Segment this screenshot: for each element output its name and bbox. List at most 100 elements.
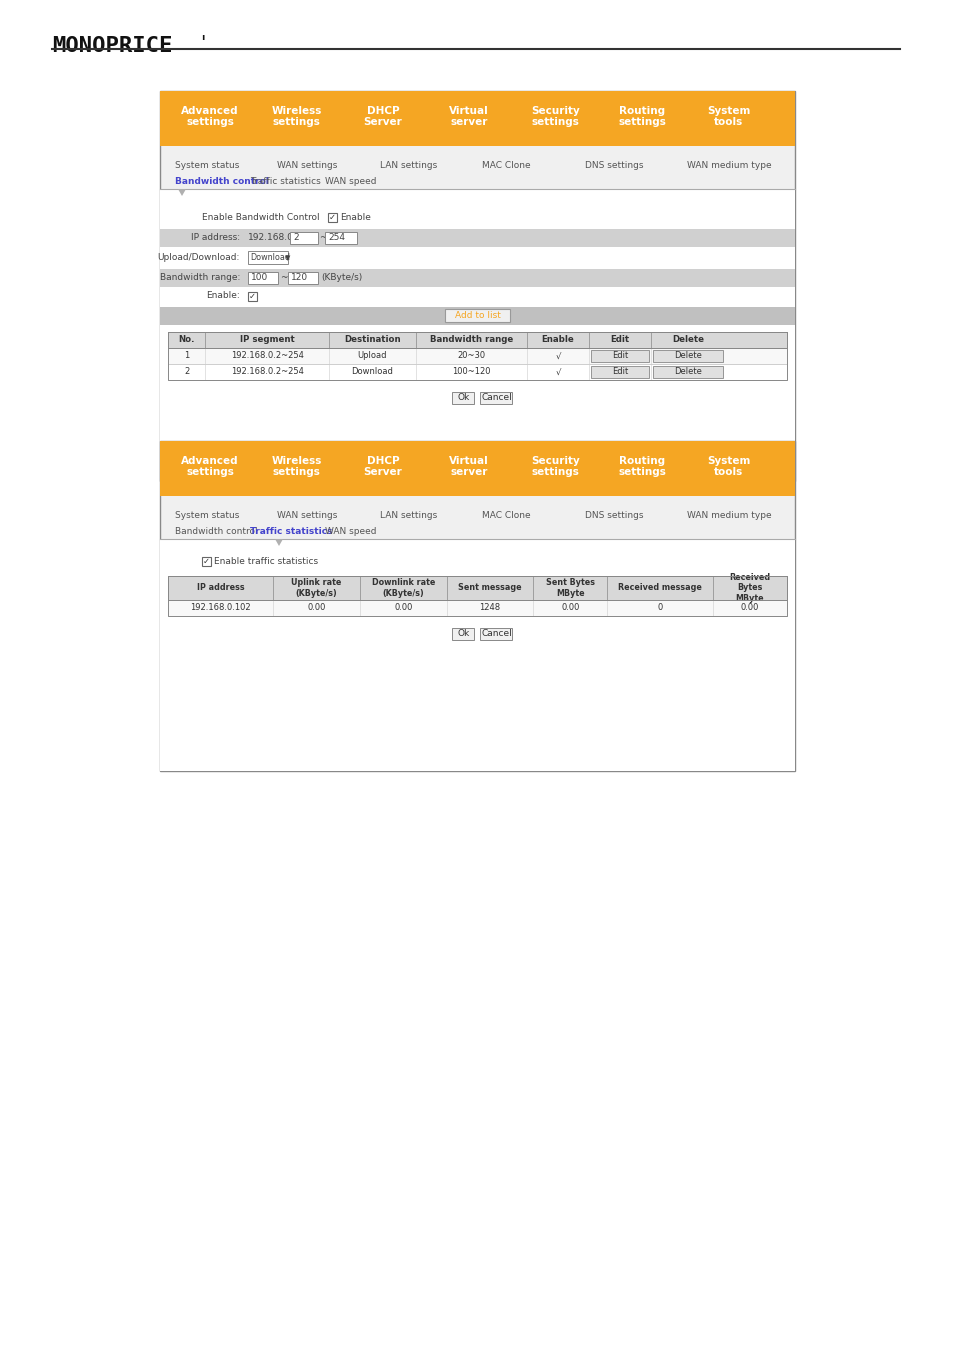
- Text: System
tools: System tools: [706, 455, 749, 477]
- Bar: [590, 350, 648, 362]
- Bar: [160, 440, 794, 496]
- Text: Bandwidth control: Bandwidth control: [174, 177, 269, 186]
- Text: No.: No.: [178, 335, 194, 345]
- Text: 2: 2: [184, 367, 189, 377]
- Text: WAN settings: WAN settings: [277, 162, 337, 170]
- Text: DNS settings: DNS settings: [584, 512, 643, 520]
- Bar: [160, 307, 794, 326]
- Text: Edit: Edit: [611, 367, 627, 377]
- Text: (KByte/s): (KByte/s): [320, 273, 362, 282]
- Text: Ok: Ok: [456, 393, 469, 403]
- Text: Download: Download: [351, 367, 393, 377]
- Text: Security
settings: Security settings: [531, 455, 579, 477]
- Text: Cancel: Cancel: [480, 393, 512, 403]
- Polygon shape: [274, 539, 283, 546]
- Bar: [590, 366, 648, 378]
- Text: Bandwidth range:: Bandwidth range:: [159, 273, 240, 282]
- Text: Edit: Edit: [610, 335, 629, 345]
- Text: 100: 100: [251, 273, 268, 282]
- Bar: [480, 628, 512, 640]
- Bar: [168, 349, 786, 363]
- Text: 20~30: 20~30: [456, 351, 485, 361]
- Text: Enable traffic statistics: Enable traffic statistics: [213, 557, 317, 566]
- Text: Uplink rate
(KByte/s): Uplink rate (KByte/s): [291, 578, 341, 597]
- Text: Destination: Destination: [344, 335, 400, 345]
- Bar: [168, 332, 786, 380]
- Text: System
tools: System tools: [706, 105, 749, 127]
- Bar: [168, 576, 786, 600]
- Polygon shape: [178, 189, 186, 196]
- Bar: [202, 557, 211, 566]
- Text: ✓: ✓: [203, 557, 210, 566]
- Text: 192.168.0.2~254: 192.168.0.2~254: [231, 351, 303, 361]
- Text: Enable Bandwidth Control: Enable Bandwidth Control: [202, 212, 319, 222]
- Text: Upload/Download:: Upload/Download:: [157, 254, 240, 262]
- Text: Download: Download: [250, 254, 290, 262]
- Text: Security
settings: Security settings: [531, 105, 579, 127]
- Bar: [160, 91, 794, 146]
- Text: Virtual
server: Virtual server: [449, 105, 489, 127]
- Text: WAN settings: WAN settings: [277, 512, 337, 520]
- Bar: [328, 213, 336, 222]
- Text: MAC Clone: MAC Clone: [482, 162, 531, 170]
- Text: ~: ~: [280, 273, 287, 282]
- Text: 100~120: 100~120: [452, 367, 490, 377]
- Bar: [248, 292, 256, 301]
- Bar: [168, 600, 786, 616]
- Bar: [248, 272, 277, 284]
- Bar: [160, 269, 794, 286]
- Text: Virtual
server: Virtual server: [449, 455, 489, 477]
- Text: ': ': [200, 34, 205, 53]
- Text: Bandwidth range: Bandwidth range: [429, 335, 513, 345]
- Text: Sent message: Sent message: [457, 584, 521, 593]
- Bar: [160, 189, 794, 481]
- Text: 0: 0: [657, 604, 662, 612]
- Text: Routing
settings: Routing settings: [618, 105, 665, 127]
- Bar: [325, 232, 356, 245]
- Text: Bandwidth control: Bandwidth control: [174, 527, 257, 536]
- Text: Received message: Received message: [618, 584, 701, 593]
- Text: 1: 1: [184, 351, 189, 361]
- Text: Enable:: Enable:: [206, 292, 240, 300]
- Text: Advanced
settings: Advanced settings: [181, 455, 238, 477]
- Bar: [160, 440, 794, 771]
- Text: IP address: IP address: [196, 584, 244, 593]
- Bar: [288, 272, 317, 284]
- Text: 0.00: 0.00: [307, 604, 325, 612]
- Text: Cancel: Cancel: [480, 630, 512, 639]
- Text: √: √: [555, 351, 560, 361]
- Text: ~: ~: [318, 234, 326, 242]
- Text: WAN medium type: WAN medium type: [687, 512, 771, 520]
- Text: ✓: ✓: [249, 292, 255, 300]
- Text: √: √: [555, 367, 560, 377]
- Text: System status: System status: [174, 162, 239, 170]
- Text: 1248: 1248: [478, 604, 500, 612]
- Text: DHCP
Server: DHCP Server: [363, 455, 402, 477]
- Bar: [652, 350, 722, 362]
- Text: Traffic statistics: Traffic statistics: [250, 527, 333, 536]
- Text: 0.00: 0.00: [740, 604, 759, 612]
- Text: WAN medium type: WAN medium type: [687, 162, 771, 170]
- Text: 0.00: 0.00: [394, 604, 412, 612]
- Text: 192.168.0.: 192.168.0.: [248, 234, 296, 242]
- Text: MAC Clone: MAC Clone: [482, 512, 531, 520]
- Bar: [160, 91, 794, 481]
- Text: Wireless
settings: Wireless settings: [271, 105, 321, 127]
- Text: System status: System status: [174, 512, 239, 520]
- Text: ▼: ▼: [285, 255, 290, 261]
- Text: Delete: Delete: [671, 335, 703, 345]
- Text: DNS settings: DNS settings: [584, 162, 643, 170]
- Text: DHCP
Server: DHCP Server: [363, 105, 402, 127]
- Bar: [444, 309, 510, 322]
- Text: Routing
settings: Routing settings: [618, 455, 665, 477]
- Text: 192.168.0.2~254: 192.168.0.2~254: [231, 367, 303, 377]
- Text: Traffic statistics: Traffic statistics: [250, 177, 320, 186]
- Bar: [290, 232, 317, 245]
- Bar: [160, 230, 794, 247]
- Text: Enable: Enable: [541, 335, 574, 345]
- Bar: [168, 576, 786, 616]
- Text: IP address:: IP address:: [191, 234, 240, 242]
- Text: IP segment: IP segment: [239, 335, 294, 345]
- Text: Received
Bytes
MByte: Received Bytes MByte: [728, 573, 770, 603]
- Bar: [160, 539, 794, 771]
